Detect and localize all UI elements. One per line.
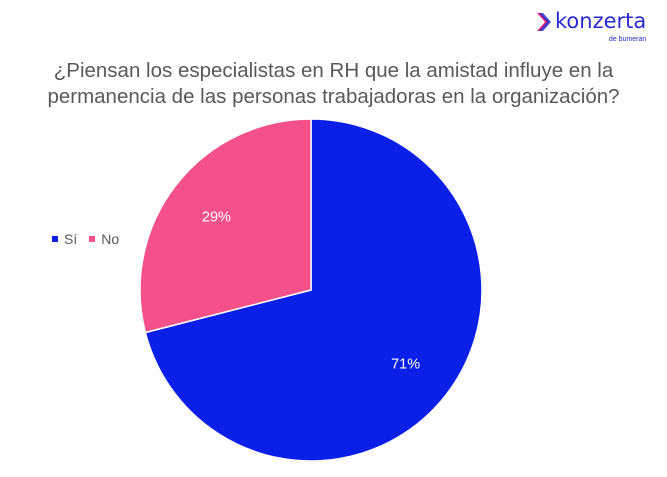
chevron-right-icon [537,13,551,31]
data-label-si: 71% [391,356,420,372]
chart-title-line-2: permanencia de las personas trabajadoras… [47,85,620,108]
legend-label-no: No [101,231,120,247]
pie-slice-no [139,118,312,334]
legend-swatch-si [52,236,58,242]
legend-item-no: No [89,230,119,248]
pie-slice-si [144,118,483,462]
chart-title-line-1: ¿Piensan los especialistas en RH que la … [53,59,614,82]
logo-subtitle: de bumeran [608,36,647,43]
chart-title: ¿Piensan los especialistas en RH que la … [0,58,667,110]
logo-name: konzerta [555,9,647,33]
konzerta-logo: konzerta de bumeran [536,8,646,44]
data-label-no: 29% [202,210,231,226]
legend-item-si: Sí [52,230,77,248]
legend-swatch-no [89,236,96,242]
legend-label-si: Sí [64,231,78,247]
chart-legend: Sí No [52,230,131,248]
